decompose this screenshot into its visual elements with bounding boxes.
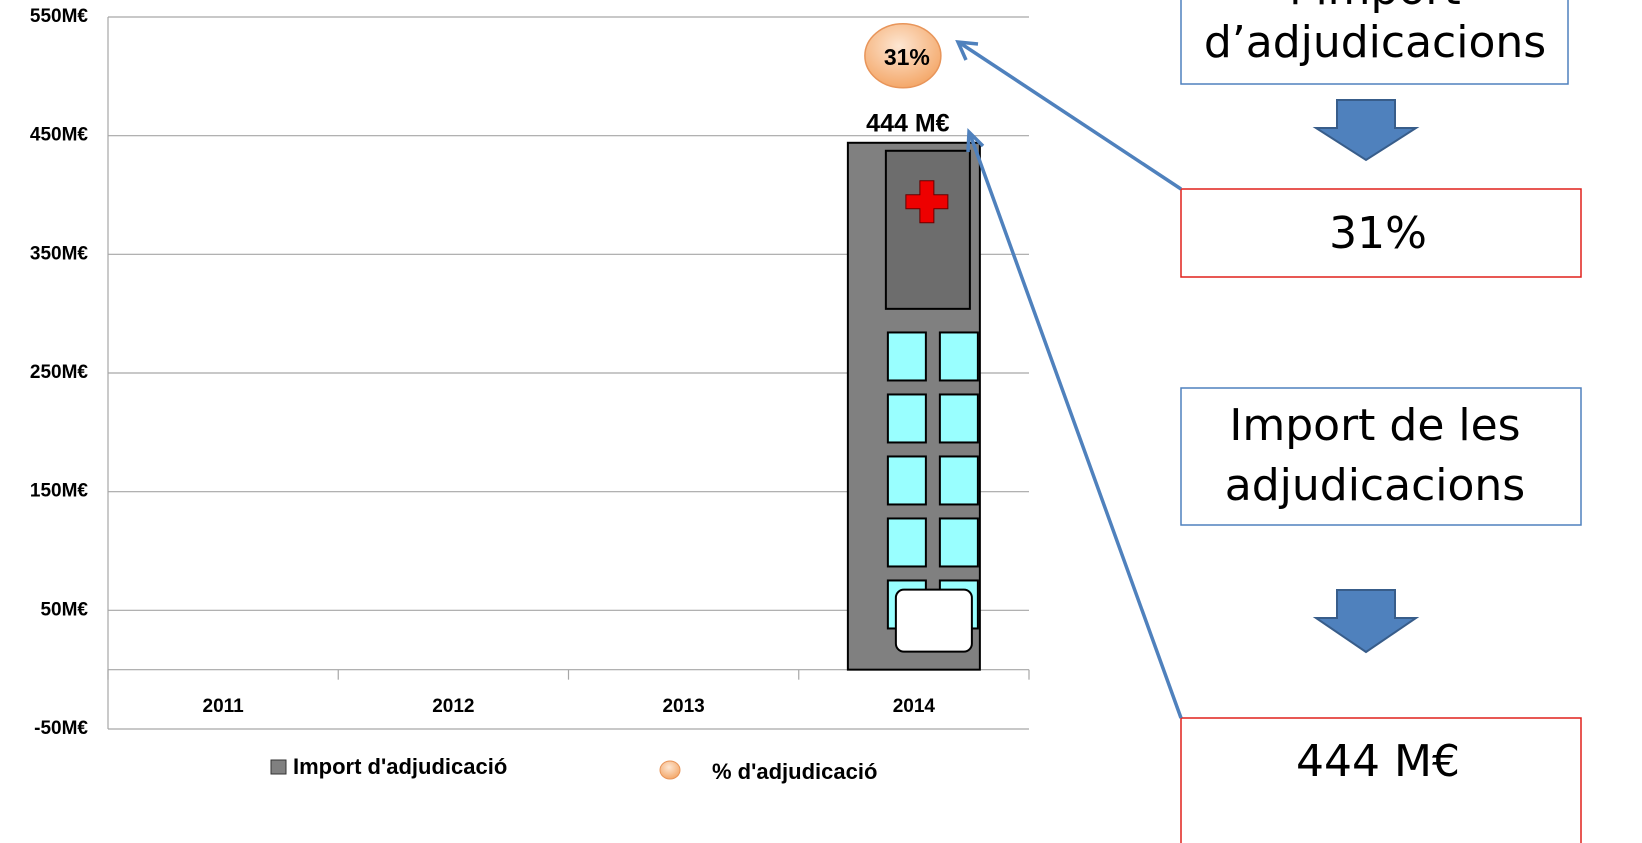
window xyxy=(886,393,927,444)
x-tick-label: 2012 xyxy=(432,696,474,717)
x-tick-label: 2014 xyxy=(893,696,936,717)
window xyxy=(938,517,979,568)
box-text: l’import xyxy=(1289,0,1461,15)
down-arrow xyxy=(1312,589,1420,654)
x-tick-label: 2011 xyxy=(203,696,245,717)
y-tick-label: 350M€ xyxy=(30,243,89,264)
box-text: d’adjudicacions xyxy=(1204,17,1546,68)
y-tick-label: 50M€ xyxy=(40,599,88,620)
x-tick-label: 2013 xyxy=(662,696,704,717)
box-text: Import de les xyxy=(1229,400,1520,451)
legend-label: Import d'adjudicació xyxy=(293,754,507,779)
connector-arrows xyxy=(955,39,1183,719)
tower-front xyxy=(884,149,971,310)
window xyxy=(938,455,979,506)
window xyxy=(938,331,979,382)
text-box xyxy=(1180,0,1569,85)
y-tick-label: -50M€ xyxy=(34,718,88,739)
y-tick-label: 550M€ xyxy=(30,6,89,27)
y-tick-label: 450M€ xyxy=(30,125,89,146)
y-tick-label: 150M€ xyxy=(30,481,89,502)
red-cross xyxy=(905,180,949,224)
legend-label: % d'adjudicació xyxy=(712,759,877,784)
value-label: 31% xyxy=(884,44,930,70)
y-tick-label: 250M€ xyxy=(30,362,89,383)
ambulance xyxy=(894,588,973,653)
legend-swatch xyxy=(659,760,681,780)
text-box xyxy=(1180,387,1582,526)
text-box xyxy=(1180,717,1582,843)
box-text: adjudicacions xyxy=(1225,460,1525,511)
box-text: 31% xyxy=(1329,208,1427,259)
down-arrow xyxy=(1312,99,1420,162)
value-label: 444 M€ xyxy=(866,109,949,137)
percent-bubble xyxy=(864,23,942,89)
text-box xyxy=(1180,188,1582,278)
window xyxy=(886,331,927,382)
window xyxy=(886,517,927,568)
box-text: 444 M€ xyxy=(1296,736,1460,787)
plot-area: -50M€ 50M€ 150M€ 250M€ 350M€ 450M€ 550M€ 2011 20… xyxy=(30,6,1030,784)
legend-swatch xyxy=(270,759,287,775)
window xyxy=(938,393,979,444)
bar-illustration xyxy=(884,149,979,653)
window xyxy=(886,455,927,506)
